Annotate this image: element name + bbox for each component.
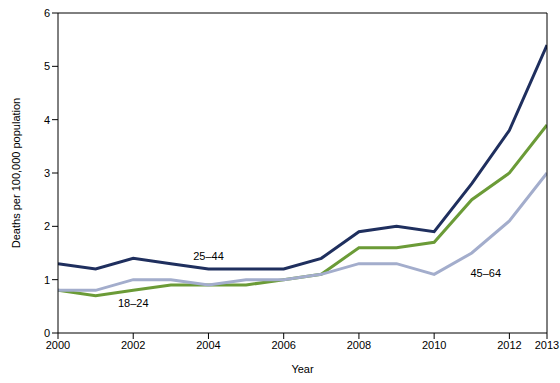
svg-text:2012: 2012 bbox=[497, 339, 521, 351]
svg-text:2008: 2008 bbox=[347, 339, 371, 351]
svg-text:2: 2 bbox=[44, 220, 50, 232]
svg-text:2002: 2002 bbox=[121, 339, 145, 351]
svg-text:2000: 2000 bbox=[46, 339, 70, 351]
svg-text:45–64: 45–64 bbox=[470, 267, 501, 279]
svg-text:18–24: 18–24 bbox=[118, 297, 149, 309]
svg-text:4: 4 bbox=[44, 114, 50, 126]
svg-text:5: 5 bbox=[44, 60, 50, 72]
svg-text:25–44: 25–44 bbox=[193, 250, 224, 262]
svg-text:Year: Year bbox=[291, 363, 314, 375]
svg-text:2013: 2013 bbox=[535, 339, 559, 351]
svg-text:0: 0 bbox=[44, 327, 50, 339]
svg-text:3: 3 bbox=[44, 167, 50, 179]
svg-text:2010: 2010 bbox=[422, 339, 446, 351]
svg-text:6: 6 bbox=[44, 7, 50, 19]
svg-text:2004: 2004 bbox=[196, 339, 220, 351]
svg-text:Deaths per 100,000 population: Deaths per 100,000 population bbox=[10, 98, 22, 248]
svg-text:1: 1 bbox=[44, 274, 50, 286]
svg-text:2006: 2006 bbox=[271, 339, 295, 351]
